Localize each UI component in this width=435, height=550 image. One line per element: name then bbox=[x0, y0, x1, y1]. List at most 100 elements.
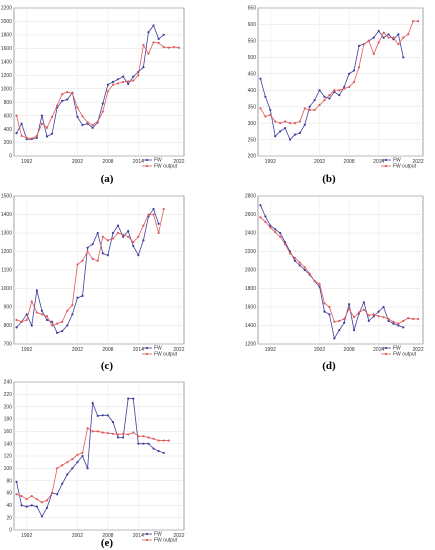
panel-d-legend-label: FW bbox=[393, 346, 401, 352]
panel-c-fw-output-point bbox=[96, 259, 99, 262]
panel-a-y-tick-label: 1000 bbox=[1, 86, 12, 92]
panel-b-fw-point bbox=[293, 133, 297, 136]
panel-c-caption: (c) bbox=[101, 360, 114, 372]
panel-c-fw-point bbox=[66, 324, 69, 327]
panel-e-fw-point bbox=[142, 442, 145, 445]
panel-e-y-tick-label: 20 bbox=[6, 515, 12, 521]
panel-c-fw-point bbox=[91, 243, 94, 246]
panel-e-fw-point bbox=[122, 436, 125, 439]
panel-b-fw-point bbox=[288, 138, 292, 141]
panel-e-fw-output-point bbox=[20, 494, 23, 498]
panel-a-fw-point bbox=[66, 98, 69, 101]
panel-b-fw-point bbox=[377, 29, 380, 33]
panel-c-fw-output-point bbox=[91, 257, 94, 260]
panel-b-y-tick-label: 350 bbox=[248, 104, 257, 110]
panel-c-fw-output-point bbox=[40, 313, 44, 316]
panel-d-fw-point bbox=[352, 329, 356, 332]
panel-e-fw-output-point bbox=[116, 433, 120, 436]
panel-b-fw-point bbox=[343, 85, 346, 89]
panel-c-fw-output-point bbox=[101, 235, 104, 238]
panel-a-fw-point bbox=[35, 136, 38, 139]
panel-a-fw-point bbox=[111, 80, 115, 84]
panel-c-fw-output-point bbox=[162, 207, 165, 211]
panel-c-fw-output-point bbox=[61, 320, 64, 323]
panel-c-fw-point bbox=[122, 235, 125, 238]
panel-b-y-tick-label: 200 bbox=[248, 154, 257, 160]
panel-b-fw-output-point bbox=[318, 103, 321, 107]
panel-d-fw-output-point bbox=[283, 243, 287, 246]
panel-a-fw-point bbox=[15, 132, 18, 135]
panel-d-fw-point bbox=[328, 313, 331, 316]
panel-d-fw-output-point bbox=[416, 317, 420, 321]
panel-b-fw-point bbox=[338, 94, 341, 97]
panel-e-fw-output-point bbox=[127, 433, 130, 436]
panel-b-fw-point bbox=[313, 98, 316, 102]
panel-e-caption: (e) bbox=[101, 537, 114, 549]
panel-a-legend-label: FW output bbox=[154, 164, 178, 170]
panel-d-y-tick-label: 1200 bbox=[245, 342, 256, 348]
panel-d-fw-output-point bbox=[372, 313, 375, 316]
panel-e-y-tick-label: 0 bbox=[9, 528, 12, 534]
panel-b-fw-point bbox=[372, 36, 375, 39]
panel-d-fw-output-point bbox=[407, 317, 410, 320]
panel-e-fw-output-point bbox=[40, 501, 44, 504]
panel-b-fw-output-point bbox=[269, 113, 272, 116]
panel-a-fw-output-point bbox=[81, 115, 84, 118]
panel-c-y-tick-label: 1100 bbox=[1, 268, 12, 274]
panel-a-y-tick-label: 2200 bbox=[1, 6, 12, 12]
panel-e-y-tick-label: 140 bbox=[4, 441, 13, 447]
panel-e-fw-output-point bbox=[147, 436, 150, 439]
panel-e-fw-point bbox=[152, 447, 155, 450]
panel-c-fw-output-point bbox=[152, 213, 155, 216]
panel-e-y-tick-label: 180 bbox=[4, 417, 13, 423]
panel-b-fw-output-point bbox=[288, 122, 292, 125]
panel-e-fw-output-point bbox=[15, 493, 18, 496]
panel-a-fw-output-point bbox=[116, 82, 120, 85]
panel-e-fw-point bbox=[30, 504, 33, 507]
panel-b-fw-output-point bbox=[264, 115, 267, 118]
panel-d-fw-output-point bbox=[308, 272, 311, 275]
panel-a-fw-point bbox=[132, 75, 135, 78]
panel-e-plot: 0 20 40 60 80 100 120 140 160 180 200 220 240 1992 200… bbox=[4, 380, 185, 544]
panel-b-legend-label: FW bbox=[393, 158, 401, 164]
panel-b-fw-output-point bbox=[387, 36, 390, 39]
panel-c-fw-output-point bbox=[106, 239, 109, 242]
panel-c-fw-output-point bbox=[111, 237, 115, 240]
panel-b-fw-point bbox=[397, 33, 400, 36]
panel-c-x-tick-label: 2002 bbox=[72, 347, 83, 353]
panel-c-fw-point bbox=[152, 207, 155, 211]
panel-c-x-tick-label: 2022 bbox=[173, 347, 184, 353]
panel-b-fw-output-point bbox=[308, 108, 311, 112]
panel-b-y-tick-label: 550 bbox=[248, 39, 257, 45]
panel-a-fw-point bbox=[142, 66, 145, 69]
panel-e-y-tick-label: 80 bbox=[6, 478, 12, 484]
panel-a-fw-point bbox=[76, 115, 79, 119]
panel-b-fw-point bbox=[382, 36, 385, 39]
panel-e-fw-point bbox=[147, 442, 150, 445]
panel-b-legend-marker bbox=[384, 164, 388, 168]
panel-d-fw-output-point bbox=[288, 252, 292, 255]
panel-a-fw-output-point bbox=[101, 110, 104, 113]
panel-b-y-tick-label: 400 bbox=[248, 88, 257, 94]
panel-e-fw-output-point bbox=[101, 431, 104, 434]
panel-d-y-tick-label: 2400 bbox=[245, 231, 256, 237]
panel-e-fw-point bbox=[40, 515, 44, 518]
panel-c-fw-point bbox=[86, 246, 89, 249]
panel-b-x-tick-label: 2002 bbox=[314, 159, 325, 165]
panel-b-fw-output-point bbox=[367, 39, 370, 42]
panel-e-fw-point bbox=[15, 480, 18, 483]
panel-b-frame bbox=[257, 7, 424, 157]
panel-d-fw-point bbox=[323, 310, 326, 313]
panel-b-fw-point bbox=[402, 56, 405, 59]
panel-b-fw-output-point bbox=[372, 52, 375, 56]
panel-c-fw-output-point bbox=[116, 231, 120, 235]
panel-e-fw-output-point bbox=[162, 439, 165, 442]
panel-d-y-tick-label: 1800 bbox=[245, 286, 256, 292]
panel-d-fw-output-point bbox=[313, 280, 316, 283]
panel-c-x-tick-label: 2014 bbox=[133, 347, 144, 353]
panel-a-y-tick-label: 2000 bbox=[1, 19, 12, 25]
panel-c-fw-point bbox=[101, 252, 104, 255]
panel-b-y-tick-label: 250 bbox=[248, 137, 257, 143]
panel-c-fw-point bbox=[132, 244, 135, 248]
